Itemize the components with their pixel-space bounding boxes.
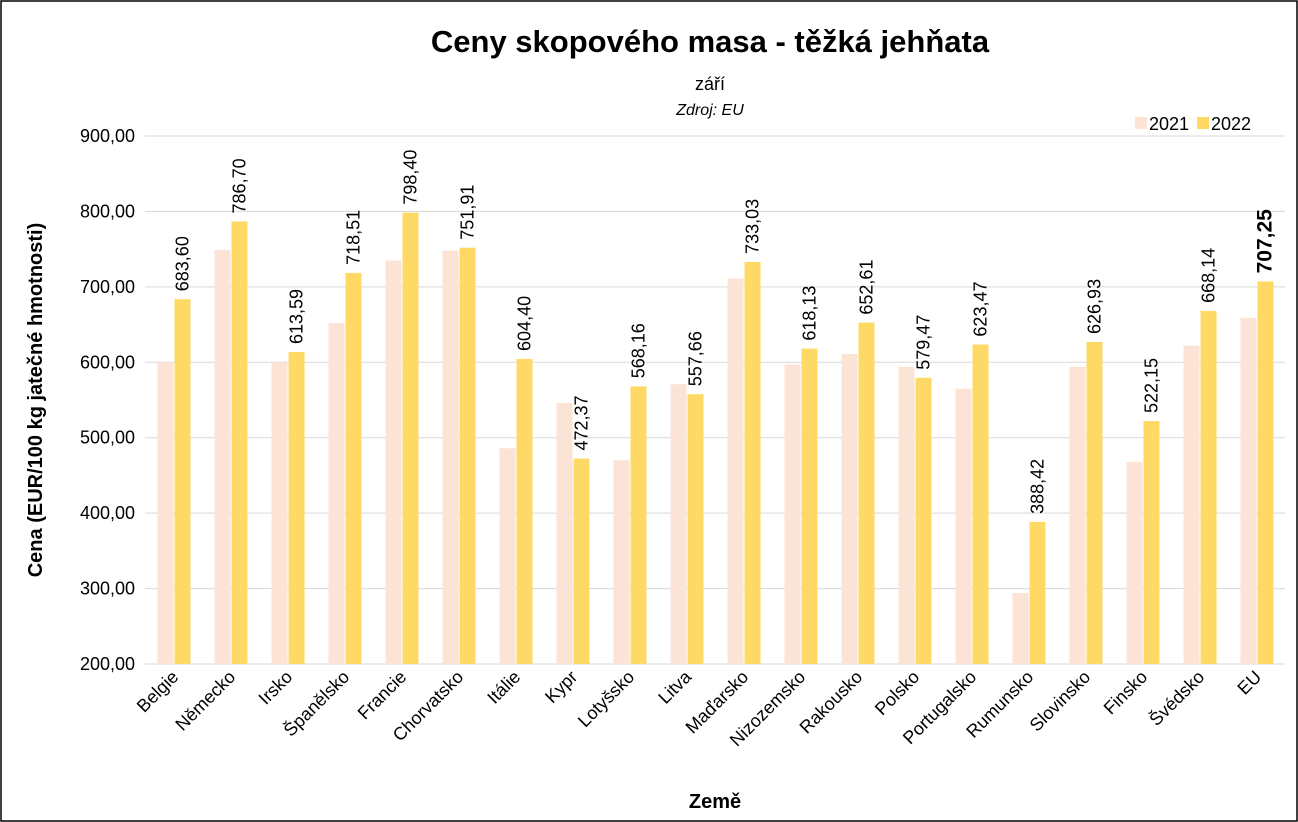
bar — [784, 364, 801, 664]
data-label: 557,66 — [686, 331, 706, 386]
y-tick-label: 300,00 — [80, 579, 135, 599]
data-label: 798,40 — [401, 150, 421, 205]
data-label: 522,15 — [1142, 358, 1162, 413]
y-tick-label: 400,00 — [80, 503, 135, 523]
data-label: 472,37 — [572, 395, 592, 450]
data-label: 733,03 — [743, 199, 763, 254]
data-label: 683,60 — [173, 236, 193, 291]
chart-subtitle: září — [695, 74, 725, 94]
bar — [1069, 366, 1086, 664]
data-label: 388,42 — [1028, 459, 1048, 514]
legend-label: 2022 — [1211, 114, 1251, 134]
legend-label: 2021 — [1149, 114, 1189, 134]
bar — [670, 384, 687, 664]
bar — [271, 362, 288, 664]
data-label: 707,25 — [1254, 209, 1277, 274]
y-axis-label: Cena (EUR/100 kg jatečné hmotnosti) — [25, 223, 47, 578]
bar — [841, 353, 858, 664]
data-label: 623,47 — [971, 282, 991, 337]
bar — [1126, 461, 1143, 664]
data-label: 718,51 — [344, 210, 364, 265]
bar — [1257, 281, 1274, 664]
data-label: 618,13 — [800, 286, 820, 341]
bar — [459, 247, 476, 664]
bar — [1240, 317, 1257, 664]
bar — [687, 394, 704, 664]
bar — [744, 261, 761, 664]
bar — [556, 403, 573, 664]
data-label: 613,59 — [287, 289, 307, 344]
y-tick-label: 200,00 — [80, 654, 135, 674]
bar — [157, 362, 174, 664]
bar — [1200, 310, 1217, 664]
x-axis-label: Země — [689, 791, 741, 813]
bar — [1012, 593, 1029, 664]
bar — [442, 250, 459, 664]
bar — [345, 272, 362, 664]
data-label: 604,40 — [515, 296, 535, 351]
bar — [231, 221, 248, 664]
bar — [402, 212, 419, 664]
chart-title: Ceny skopového masa - těžká jehňata — [431, 24, 990, 59]
bar — [727, 278, 744, 664]
bar — [630, 386, 647, 664]
bar — [174, 299, 191, 664]
chart-source: Zdroj: EU — [675, 102, 744, 119]
legend-swatch — [1197, 117, 1209, 129]
bar — [499, 448, 516, 664]
y-tick-label: 500,00 — [80, 428, 135, 448]
bar — [385, 260, 402, 664]
bar — [898, 366, 915, 664]
data-label: 652,61 — [857, 260, 877, 315]
y-tick-label: 700,00 — [80, 277, 135, 297]
data-label: 579,47 — [914, 315, 934, 370]
bar — [214, 249, 231, 664]
legend-swatch — [1135, 117, 1147, 129]
data-label: 568,16 — [629, 323, 649, 378]
bar — [801, 348, 818, 664]
bar — [516, 358, 533, 664]
data-label: 786,70 — [230, 158, 250, 213]
bar — [1143, 421, 1160, 664]
bar — [1086, 341, 1103, 664]
bar — [613, 460, 630, 664]
y-tick-label: 800,00 — [80, 201, 135, 221]
bar — [955, 388, 972, 664]
bar — [328, 323, 345, 664]
data-label: 668,14 — [1199, 248, 1219, 303]
bar — [1029, 521, 1046, 664]
bar — [972, 344, 989, 664]
data-label: 626,93 — [1085, 279, 1105, 334]
bar — [288, 352, 305, 664]
y-tick-label: 900,00 — [80, 126, 135, 146]
bar — [573, 458, 590, 664]
bar — [1183, 345, 1200, 664]
y-tick-label: 600,00 — [80, 352, 135, 372]
bar — [915, 377, 932, 664]
data-label: 751,91 — [458, 185, 478, 240]
bar — [858, 322, 875, 664]
